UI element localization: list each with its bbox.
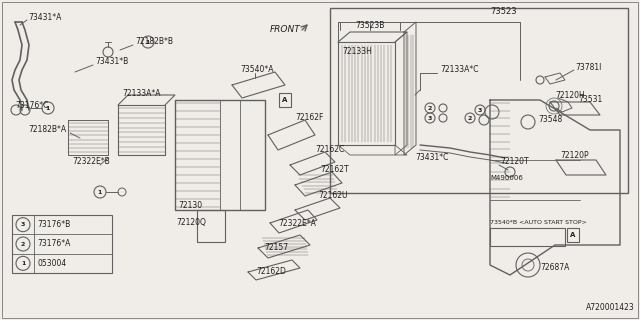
Text: 72133A*C: 72133A*C [440,66,479,75]
Text: FRONT: FRONT [270,26,301,35]
Text: 73523: 73523 [490,7,516,17]
Bar [490,228,565,246]
Text: 2: 2 [428,106,432,110]
Text: 1: 1 [146,39,150,44]
Text: 73431*C: 73431*C [415,154,449,163]
Text: 72322E*B: 72322E*B [72,157,109,166]
Text: 73540*A: 73540*A [240,66,273,75]
Text: 72687A: 72687A [540,263,570,273]
Text: 2: 2 [468,116,472,121]
Text: 73781l: 73781l [575,62,602,71]
Text: A: A [570,232,576,238]
Text: A720001423: A720001423 [586,303,635,312]
Text: 72162C: 72162C [315,146,344,155]
Text: 73548: 73548 [538,116,563,124]
Text: 1: 1 [21,261,25,266]
Text: 73176*B: 73176*B [37,220,70,229]
Text: 73531: 73531 [578,95,602,105]
Bar [330,8,628,193]
Text: 72133H: 72133H [342,47,372,57]
Text: 72322E*A: 72322E*A [278,219,316,228]
Text: 72182B*A: 72182B*A [28,125,66,134]
Text: 73176*A: 73176*A [37,239,70,249]
Text: M490006: M490006 [490,175,523,181]
Text: 72182B*B: 72182B*B [135,37,173,46]
Text: A: A [282,97,288,103]
Text: 73176*C: 73176*C [15,100,49,109]
Text: 3: 3 [478,108,482,113]
Text: 72120P: 72120P [560,150,589,159]
Text: 72120Q: 72120Q [176,218,206,227]
Bar [279,93,291,107]
Text: 2: 2 [21,242,25,246]
Text: 72120T: 72120T [500,157,529,166]
Text: 73523B: 73523B [355,20,385,29]
Text: 72162D: 72162D [256,268,286,276]
Text: 72133A*A: 72133A*A [122,89,161,98]
Text: 72120H: 72120H [555,91,585,100]
Text: 3: 3 [21,222,25,227]
Bar [197,210,225,242]
Text: 053004: 053004 [37,259,67,268]
Text: 1: 1 [46,106,50,110]
Text: 73540*B <AUTO START STOP>: 73540*B <AUTO START STOP> [490,220,587,225]
Text: 72130: 72130 [178,201,202,210]
Bar [12,215,112,273]
Text: 72162U: 72162U [318,191,348,201]
Text: 1: 1 [98,189,102,195]
Bar [567,228,579,242]
Text: 72157: 72157 [264,244,288,252]
Text: 72162T: 72162T [320,165,349,174]
Text: 73431*A: 73431*A [28,13,61,22]
Text: 72162F: 72162F [295,114,323,123]
Text: 3: 3 [428,116,432,121]
Text: 73431*B: 73431*B [95,58,128,67]
